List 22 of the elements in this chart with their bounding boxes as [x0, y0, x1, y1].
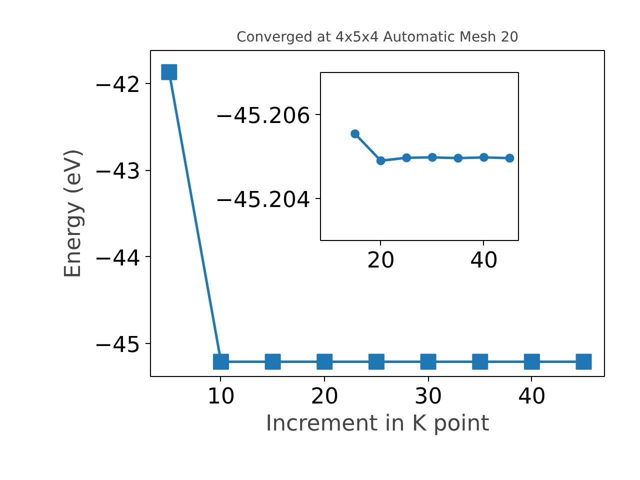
point — [479, 152, 488, 162]
point — [505, 154, 514, 163]
chart-title: Converged at 4x5x4 Automatic Mesh 20 — [236, 30, 519, 46]
point — [428, 152, 437, 162]
x-tick-label: 10 — [206, 384, 235, 410]
x-tick-label: 40 — [518, 384, 546, 410]
y-tick-label: −43 — [94, 160, 141, 185]
point — [454, 154, 463, 163]
y-tick-label: −44 — [94, 246, 141, 272]
point — [376, 156, 386, 166]
y-axis-title: Energy (eV) — [61, 148, 86, 278]
y-tick-label: −45 — [94, 333, 141, 358]
x-tick-label: 20 — [310, 384, 339, 410]
x-tick-label: 20 — [366, 248, 395, 274]
y-tick-label: −45.206 — [215, 104, 311, 129]
y-tick-label: −42 — [94, 72, 141, 98]
x-axis-title: Increment in K point — [266, 412, 490, 436]
point — [350, 129, 360, 138]
x-tick-label: 40 — [470, 248, 498, 274]
y-tick-label: −45.204 — [215, 188, 311, 213]
point — [402, 153, 412, 162]
x-tick-label: 30 — [414, 384, 442, 410]
